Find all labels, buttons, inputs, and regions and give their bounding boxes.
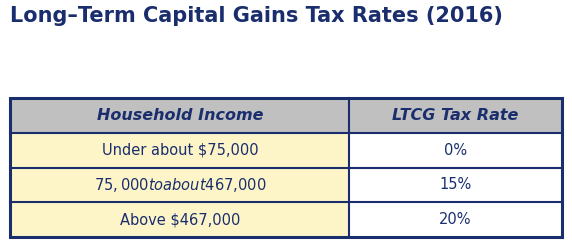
Text: Long–Term Capital Gains Tax Rates (2016): Long–Term Capital Gains Tax Rates (2016) bbox=[10, 6, 503, 26]
Text: Under about $75,000: Under about $75,000 bbox=[102, 143, 258, 158]
Bar bbox=[10, 98, 562, 237]
Bar bbox=[349, 168, 562, 202]
Bar bbox=[10, 98, 349, 133]
Text: 15%: 15% bbox=[439, 177, 472, 192]
Text: Household Income: Household Income bbox=[97, 108, 263, 123]
Bar bbox=[349, 202, 562, 237]
Text: $75,000 to about $467,000: $75,000 to about $467,000 bbox=[94, 176, 266, 194]
Bar bbox=[10, 133, 349, 168]
Bar bbox=[349, 98, 562, 133]
Text: 20%: 20% bbox=[439, 212, 472, 227]
Text: 0%: 0% bbox=[444, 143, 467, 158]
Bar bbox=[10, 202, 349, 237]
Bar bbox=[10, 168, 349, 202]
Bar bbox=[349, 133, 562, 168]
Text: Above $467,000: Above $467,000 bbox=[120, 212, 240, 227]
Text: LTCG Tax Rate: LTCG Tax Rate bbox=[392, 108, 519, 123]
